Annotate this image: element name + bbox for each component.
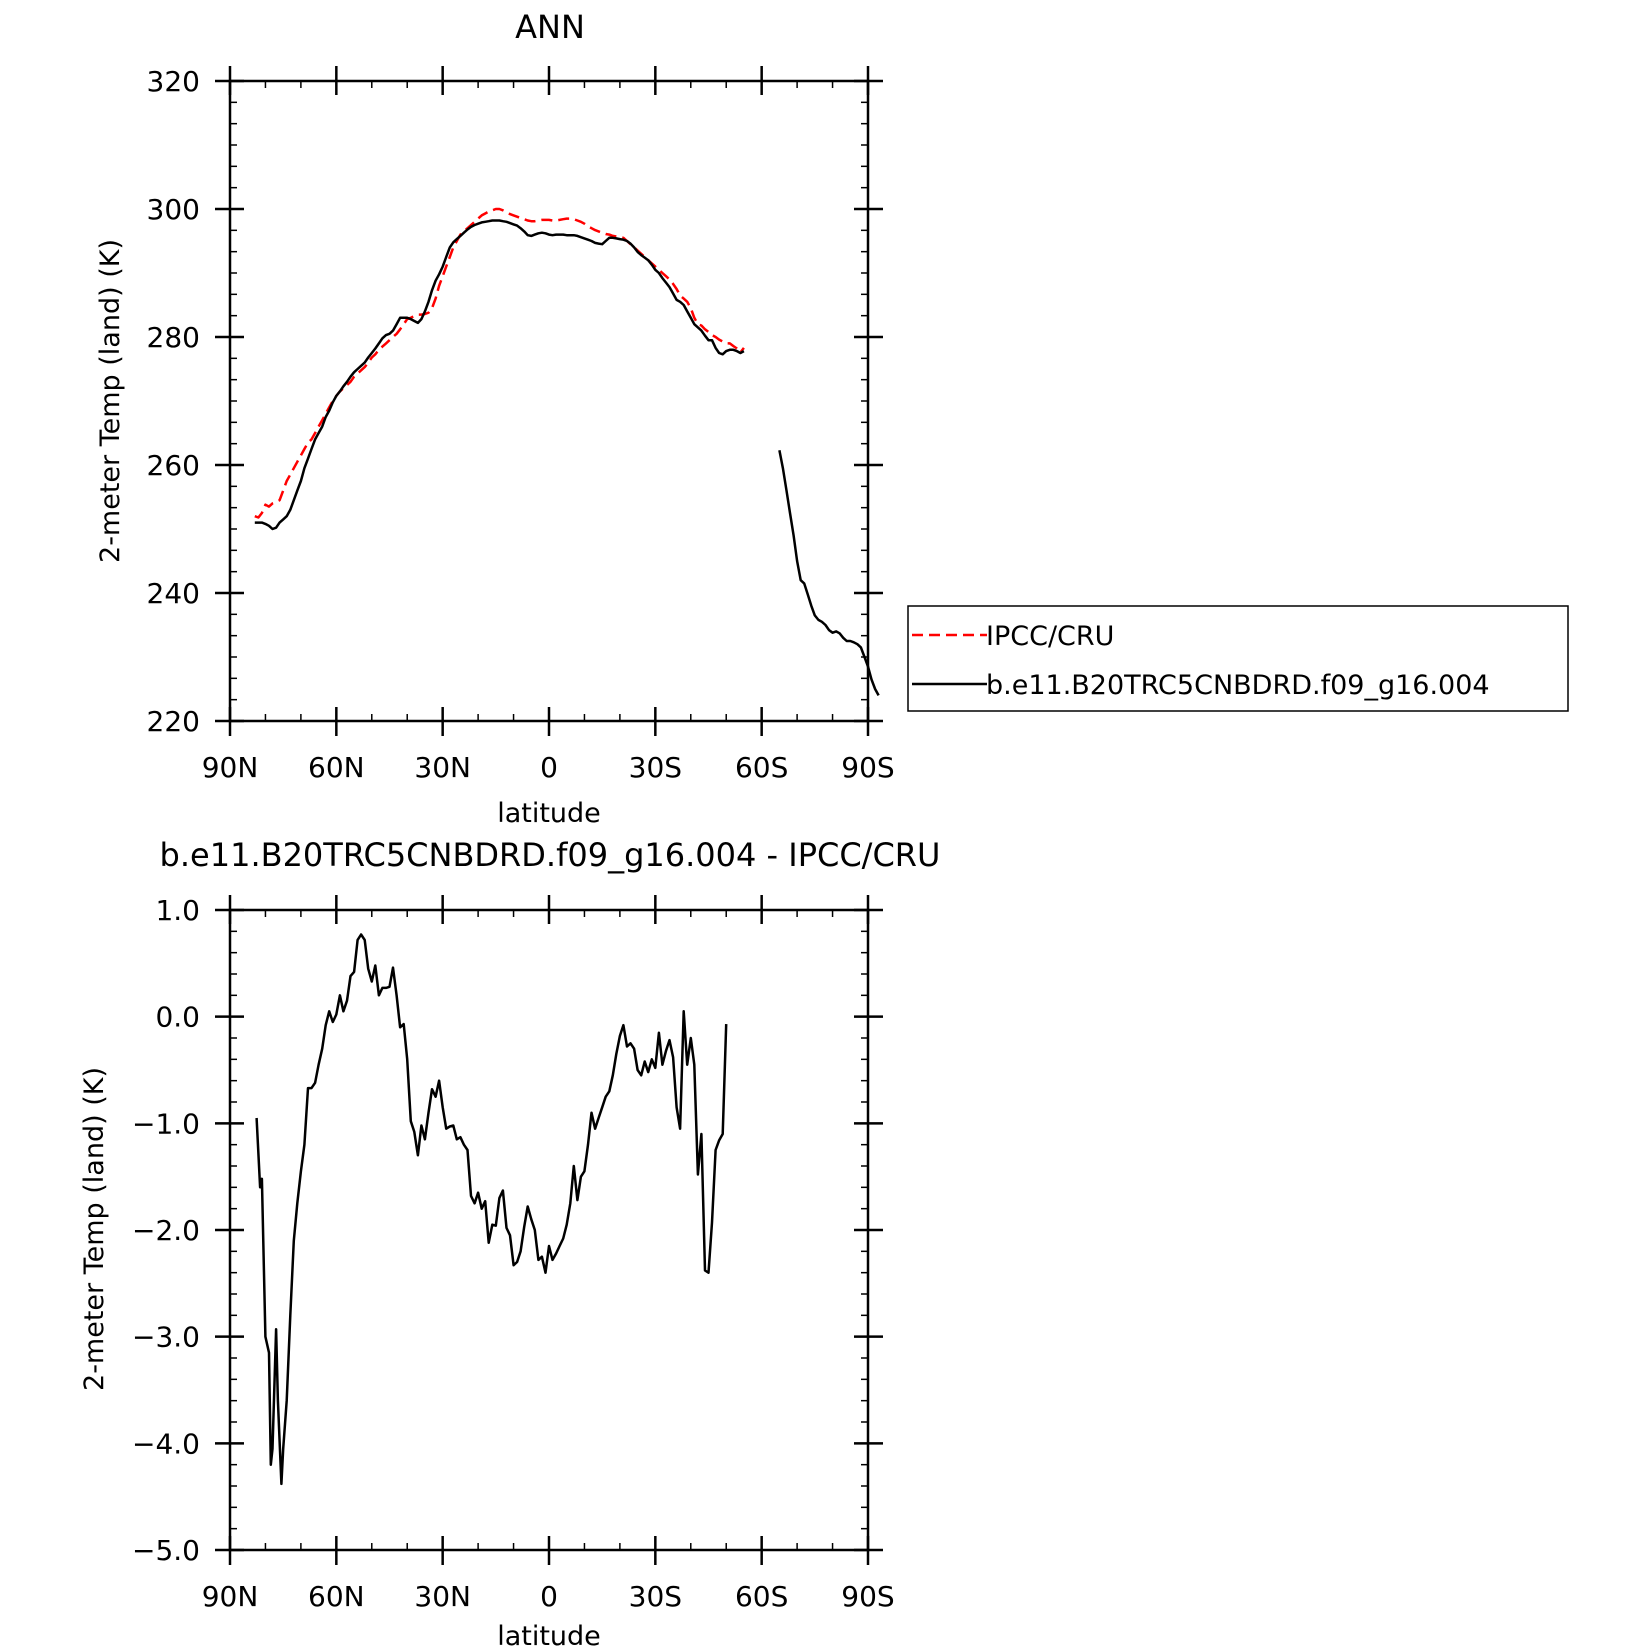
x-tick-label: 90N <box>202 1580 259 1613</box>
x-axis-ticks: 90N 60N 30N 0 30S 60S 90S <box>202 66 895 784</box>
legend-label-ipcc-cru: IPCC/CRU <box>986 621 1114 652</box>
x-tick-label: 60S <box>735 1580 788 1613</box>
x-tick-label: 30N <box>414 1580 471 1613</box>
series-line-0 <box>254 207 745 519</box>
y-tick-label: −2.0 <box>132 1214 200 1247</box>
y-tick-label: −3.0 <box>132 1321 200 1354</box>
y-axis-ticks: −5.0 −4.0 −3.0 −2.0 −1.0 0.0 1.0 <box>132 894 883 1567</box>
y-axis-label: 2-meter Temp (land) (K) <box>95 239 126 563</box>
legend-label-model: b.e11.B20TRC5CNBDRD.f09_g16.004 <box>986 670 1490 701</box>
y-tick-label: 1.0 <box>155 894 200 927</box>
y-tick-label: −4.0 <box>132 1427 200 1460</box>
x-tick-label: 0 <box>540 751 558 784</box>
y-tick-label: 220 <box>147 705 200 738</box>
plot-frame <box>228 79 870 723</box>
y-axis-ticks: 220 240 260 280 300 320 <box>147 65 883 738</box>
chart-title: ANN <box>515 8 585 46</box>
series-line-0 <box>255 933 728 1486</box>
x-tick-label: 30S <box>629 1580 682 1613</box>
y-tick-label: 240 <box>147 577 200 610</box>
y-tick-label: 300 <box>147 193 200 226</box>
x-tick-label: 90S <box>841 751 894 784</box>
x-tick-label: 30N <box>414 751 471 784</box>
x-axis-label: latitude <box>497 1621 601 1647</box>
x-tick-label: 60N <box>308 1580 365 1613</box>
legend-box <box>907 605 1569 712</box>
y-tick-label: 280 <box>147 321 200 354</box>
x-axis-label: latitude <box>497 798 601 829</box>
x-tick-label: 60N <box>308 751 365 784</box>
x-axis-ticks: 90N 60N 30N 0 30S 60S 90S <box>202 895 895 1613</box>
chart-title: b.e11.B20TRC5CNBDRD.f09_g16.004 - IPCC/C… <box>160 836 941 874</box>
y-tick-label: −5.0 <box>132 1534 200 1567</box>
y-axis-label: 2-meter Temp (land) (K) <box>79 1067 110 1391</box>
y-tick-label: −1.0 <box>132 1107 200 1140</box>
series-line-1 <box>778 450 880 696</box>
x-tick-label: 90N <box>202 751 259 784</box>
plot-frame <box>228 908 870 1552</box>
y-tick-label: 0.0 <box>155 1001 200 1034</box>
series-line-1 <box>254 219 745 531</box>
series-group <box>254 207 880 696</box>
x-tick-label: 90S <box>841 1580 894 1613</box>
y-tick-label: 260 <box>147 449 200 482</box>
x-tick-label: 0 <box>540 1580 558 1613</box>
series-group <box>255 933 728 1486</box>
y-tick-label: 320 <box>147 65 200 98</box>
x-tick-label: 30S <box>629 751 682 784</box>
legend: IPCC/CRU b.e11.B20TRC5CNBDRD.f09_g16.004 <box>907 605 1569 712</box>
chart-panel-difference: b.e11.B20TRC5CNBDRD.f09_g16.004 - IPCC/C… <box>79 836 940 1647</box>
x-tick-label: 60S <box>735 751 788 784</box>
